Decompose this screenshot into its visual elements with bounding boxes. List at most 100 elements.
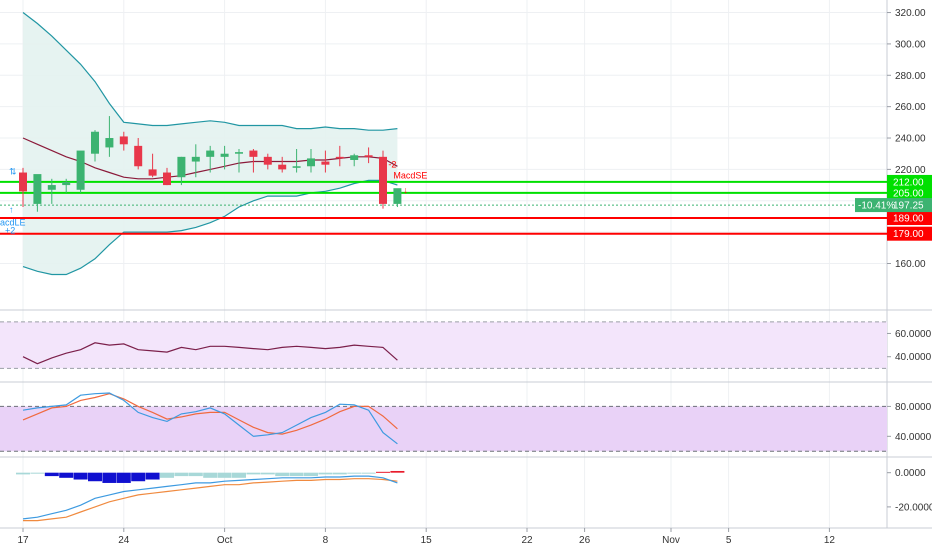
stochastic-pane[interactable] <box>0 392 887 452</box>
macd-histogram-bar <box>217 472 232 478</box>
time-axis[interactable]: 17 24 Oct 8 15 22 26 Nov 5 12 <box>17 528 835 546</box>
macd-tick-label: -20.0000 <box>895 502 932 513</box>
macd-histogram-bar <box>116 472 131 483</box>
signal-arrow-short: ↓ <box>403 185 408 195</box>
candle-body <box>134 145 143 167</box>
candle-body <box>33 174 42 204</box>
macd-histogram-bar <box>232 472 246 478</box>
macd-histogram-bar <box>376 471 390 473</box>
candle-body <box>393 188 402 204</box>
bollinger-lower-line <box>22 179 398 276</box>
stoch-tick-label: 80.0000 <box>895 402 932 413</box>
signal-label-short: MacdSE <box>393 171 427 181</box>
stoch-tick-label: 40.0000 <box>895 432 932 443</box>
rsi-tick-label: 60.0000 <box>895 329 932 340</box>
candle-body <box>177 156 186 178</box>
candle-body <box>307 158 315 167</box>
macd-histogram-bar <box>88 472 102 482</box>
price-tick-label: 260.00 <box>895 102 926 113</box>
signal-extra-short: -2 <box>388 160 396 170</box>
time-tick-label: 22 <box>521 535 533 546</box>
macd-histogram-bar <box>318 472 333 475</box>
candle-body <box>47 185 56 190</box>
candle-body <box>119 136 128 145</box>
level-tag <box>887 226 932 241</box>
macd-line <box>22 475 398 520</box>
candle-body <box>206 150 215 157</box>
candle-body <box>292 166 301 168</box>
time-tick-label: 24 <box>118 535 130 546</box>
price-tick-label: 300.00 <box>895 39 926 50</box>
macd-histogram-bar <box>102 472 117 483</box>
macd-signal-line <box>23 478 398 522</box>
price-tick-label: 160.00 <box>895 259 926 270</box>
candle-body <box>278 164 287 170</box>
candle-body <box>249 150 258 157</box>
time-tick-label: 5 <box>726 535 732 546</box>
price-tick-label: 220.00 <box>895 165 926 176</box>
level-tag <box>887 211 932 226</box>
signal-arrow-long: ↑ <box>9 205 14 215</box>
last-price-tag <box>855 198 932 213</box>
time-tick-label: Nov <box>662 535 680 546</box>
macd-histogram-bar <box>390 470 405 473</box>
rsi-tick-label: 40.0000 <box>895 352 932 363</box>
stoch-k-line <box>22 392 398 445</box>
candle-body <box>220 153 229 157</box>
rsi-line <box>22 342 398 365</box>
rsi-band-fill <box>0 321 887 369</box>
candle-body <box>91 131 99 154</box>
candle-body <box>263 156 272 165</box>
time-tick-label: 12 <box>824 535 836 546</box>
time-tick-label: 26 <box>579 535 591 546</box>
price-tick-label: 280.00 <box>895 71 926 82</box>
candle-body <box>321 161 330 165</box>
candle-body <box>191 156 200 162</box>
candle-body <box>105 138 114 148</box>
last-price-label: 197.25 <box>893 201 924 212</box>
macd-histogram-bar <box>246 472 261 475</box>
level-tag-label: 212.00 <box>893 177 924 188</box>
macd-histogram-bar <box>59 472 74 478</box>
macd-histogram-bar <box>260 472 275 475</box>
price-axis[interactable]: 160.00180.00200.00220.00240.00260.00280.… <box>855 8 932 513</box>
macd-histogram-bar <box>304 472 318 477</box>
macd-histogram-bar <box>203 472 218 478</box>
macd-histogram-bar <box>73 472 88 480</box>
signal-label-long: acdLE <box>0 218 26 228</box>
level-tag-label: 205.00 <box>893 188 924 199</box>
time-tick-label: Oct <box>217 535 233 546</box>
macd-histogram-bar <box>131 472 146 482</box>
macd-histogram-bar <box>275 472 290 477</box>
candle-body <box>76 150 85 190</box>
level-tag-label: 189.00 <box>893 214 924 225</box>
bollinger-fill <box>23 12 398 275</box>
macd-histogram-bar <box>30 472 45 474</box>
macd-histogram-bar <box>16 472 30 475</box>
rsi-pane[interactable] <box>0 321 887 369</box>
candle-body <box>350 155 359 160</box>
macd-pane[interactable] <box>16 470 405 522</box>
macd-histogram-bar <box>145 472 160 480</box>
candle-body <box>364 155 373 157</box>
macd-histogram-bar <box>160 472 174 478</box>
macd-histogram-bar <box>347 472 362 474</box>
candle-body <box>19 172 27 192</box>
stoch-d-line <box>22 393 398 435</box>
macd-histogram-bar <box>174 472 189 477</box>
macd-histogram-bar <box>188 472 203 477</box>
candle-body <box>148 169 157 176</box>
level-tag <box>887 174 932 189</box>
candle-body <box>62 181 71 186</box>
macd-histogram-bar <box>289 472 304 477</box>
signal-arrow-long-top: ⇅ <box>9 167 17 177</box>
price-tick-label: 240.00 <box>895 134 926 145</box>
candle-body <box>379 156 387 204</box>
time-tick-label: 17 <box>17 535 29 546</box>
macd-tick-label: 0.0000 <box>895 468 926 479</box>
bollinger-upper-line <box>22 12 398 131</box>
time-tick-label: 15 <box>421 535 433 546</box>
macd-histogram-bar <box>361 472 376 474</box>
